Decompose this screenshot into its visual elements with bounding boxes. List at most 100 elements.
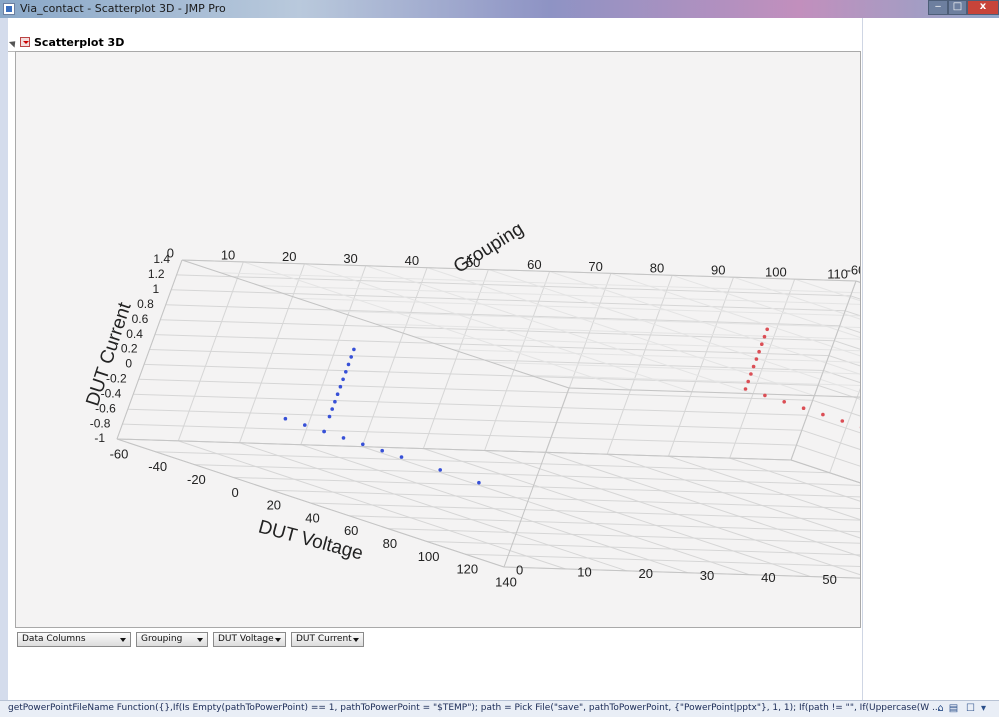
gridline <box>829 387 860 473</box>
chevron-down-icon[interactable]: ▾ <box>980 703 987 714</box>
scatterplot-3d-frame[interactable]: -60-40-20020406080100120140-60-40-200204… <box>15 51 861 628</box>
dropdown-label: Data Columns <box>22 634 86 644</box>
frame-edge <box>181 259 570 389</box>
data-point <box>344 370 348 374</box>
data-point <box>330 407 335 411</box>
data-point <box>754 357 759 361</box>
y-tick-label: -1 <box>94 431 105 445</box>
frame-edge <box>790 280 857 461</box>
gridline <box>233 476 860 498</box>
gridline <box>414 336 860 352</box>
gridline <box>668 455 860 521</box>
z-tick-label: 80 <box>650 261 664 276</box>
checkbox-icon[interactable]: ☐ <box>966 703 975 714</box>
gridline <box>310 502 860 521</box>
frame-edge <box>116 438 792 461</box>
frame-edge <box>116 259 183 440</box>
chevron-down-icon <box>353 638 359 642</box>
y-tick-label: -0.8 <box>90 416 111 430</box>
gridline <box>349 515 860 533</box>
gridline <box>794 278 860 302</box>
disclosure-triangle-icon[interactable] <box>8 38 19 48</box>
gridline <box>503 566 860 579</box>
gridline <box>243 261 631 391</box>
data-point <box>322 429 326 434</box>
red-triangle-menu-icon[interactable] <box>20 37 30 47</box>
data-point <box>840 419 845 423</box>
outline-header: Scatterplot 3D <box>8 34 860 52</box>
dut-current-dropdown[interactable]: DUT Current <box>291 632 364 647</box>
z-axis-title: Grouping <box>450 218 527 277</box>
scatterplot-3d-svg[interactable]: -60-40-20020406080100120140-60-40-200204… <box>16 52 860 627</box>
gridline <box>133 393 808 416</box>
data-point <box>333 399 337 404</box>
grouping-dropdown[interactable]: Grouping <box>136 632 208 647</box>
gridline <box>423 448 811 577</box>
gridline <box>484 450 860 576</box>
jmp-app-icon[interactable] <box>3 3 15 15</box>
z-tick-label: 90 <box>711 263 725 278</box>
z-tick-label: 20 <box>282 249 296 264</box>
gridline <box>239 442 627 572</box>
gridline <box>672 274 860 338</box>
gridline <box>298 297 860 317</box>
gridline <box>375 323 860 340</box>
z-tick-label: 110 <box>827 266 848 281</box>
x-tick-label: -20 <box>187 472 206 487</box>
z-tick-label: 10 <box>577 564 591 579</box>
data-point <box>438 468 443 472</box>
z-tick-label: 70 <box>588 259 602 274</box>
dut-voltage-dropdown[interactable]: DUT Voltage <box>213 632 286 647</box>
window-list-icon[interactable]: ▤ <box>948 703 959 714</box>
z-tick-label: 50 <box>466 255 480 270</box>
gridline <box>361 446 750 576</box>
data-point <box>283 416 288 421</box>
y-tick-label: 1.4 <box>153 252 170 266</box>
z-tick-label: 30 <box>343 251 357 266</box>
data-point <box>349 355 354 359</box>
x-tick-label: 140 <box>495 574 517 589</box>
y-tick-label: -0.2 <box>106 371 127 385</box>
dropdown-label: Grouping <box>141 634 183 644</box>
x-tick-label: 100 <box>418 549 440 564</box>
data-point <box>341 436 346 440</box>
z-tick-label: 100 <box>765 265 787 280</box>
x-tick-label: 40 <box>305 510 319 525</box>
x-tick-label: 60 <box>344 523 358 538</box>
gridline <box>426 540 860 556</box>
y-tick-label: -0.4 <box>101 386 122 400</box>
gridline <box>426 267 815 397</box>
y-tick-label: 1 <box>153 282 160 296</box>
data-point <box>763 393 767 398</box>
data-point <box>751 364 756 369</box>
maximize-button[interactable]: □ <box>948 0 967 15</box>
z-tick-label: 40 <box>761 570 775 585</box>
z-tick-label: 10 <box>221 247 235 262</box>
x-tick-label: 0 <box>231 485 238 500</box>
y-tick-label: 0 <box>125 357 132 371</box>
gridline <box>259 285 860 305</box>
close-button[interactable]: x <box>967 0 999 15</box>
window-title: Via_contact - Scatterplot 3D - JMP Pro <box>20 2 226 15</box>
data-point <box>760 342 764 347</box>
data-columns-dropdown[interactable]: Data Columns <box>17 632 131 647</box>
gridline <box>530 374 860 386</box>
gridline <box>138 378 813 401</box>
gridline <box>165 304 840 327</box>
gridline <box>491 361 860 375</box>
z-tick-label: 0 <box>516 562 523 577</box>
home-icon[interactable]: ⌂ <box>937 703 944 714</box>
gridline <box>610 272 860 357</box>
minimize-button[interactable]: ‒ <box>928 0 948 15</box>
data-point <box>327 414 332 419</box>
gridline <box>155 451 830 474</box>
frame-edge <box>503 566 860 579</box>
gridline <box>839 325 860 334</box>
data-point <box>743 387 748 391</box>
data-point <box>380 448 385 453</box>
gridline <box>271 489 860 510</box>
data-point <box>352 347 356 352</box>
data-point <box>765 327 769 332</box>
data-point <box>341 377 345 382</box>
y-tick-label: -0.6 <box>95 401 116 415</box>
